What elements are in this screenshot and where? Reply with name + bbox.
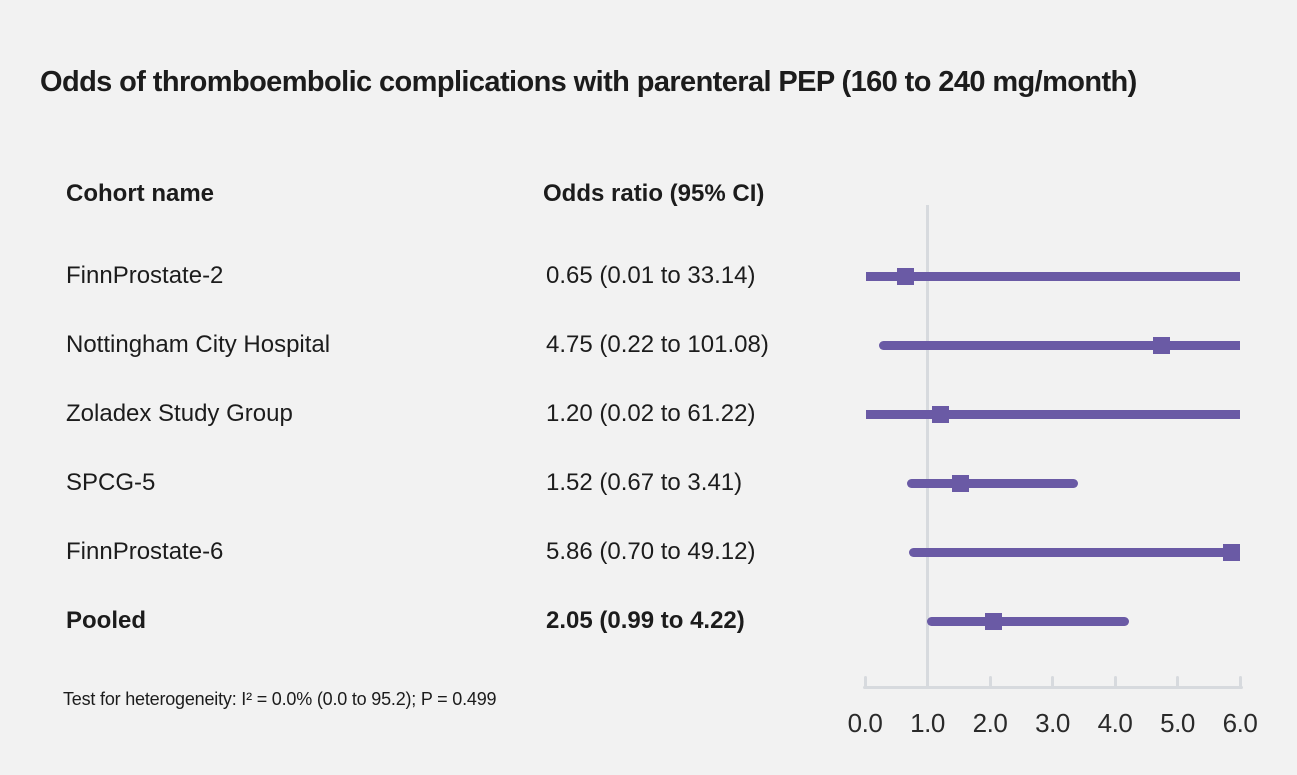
cohort-label: Pooled <box>66 607 147 634</box>
odds-ratio-marker <box>1153 336 1171 354</box>
confidence-interval-line <box>906 478 1079 488</box>
heterogeneity-footnote: Test for heterogeneity: I² = 0.0% (0.0 t… <box>63 689 497 709</box>
column-header-cohort: Cohort name <box>66 180 215 207</box>
odds-ratio-marker <box>897 267 915 285</box>
odds-ratio-value: 5.86 (0.70 to 49.12) <box>546 538 756 565</box>
odds-ratio-value: 0.65 (0.01 to 33.14) <box>546 262 756 289</box>
cohort-label: FinnProstate-2 <box>66 262 224 289</box>
confidence-interval-line <box>878 340 1241 350</box>
x-axis-tick-label: 4.0 <box>1097 708 1133 738</box>
odds-ratio-value: 2.05 (0.99 to 4.22) <box>546 607 745 634</box>
x-axis-tick <box>1238 676 1242 687</box>
cohort-label: SPCG-5 <box>66 469 156 496</box>
cohort-label: FinnProstate-6 <box>66 538 224 565</box>
confidence-interval-line <box>908 547 1241 557</box>
odds-ratio-marker <box>1222 543 1240 561</box>
confidence-interval-line <box>926 616 1129 626</box>
odds-ratio-value: 1.52 (0.67 to 3.41) <box>546 469 743 496</box>
x-axis-tick <box>1113 676 1117 687</box>
x-axis-baseline <box>863 686 1243 689</box>
x-axis-tick-label: 1.0 <box>910 708 945 738</box>
column-header-odds-ratio: Odds ratio (95% CI) <box>543 180 765 207</box>
x-axis-tick <box>926 676 929 687</box>
x-axis-tick-label: 5.0 <box>1160 708 1195 738</box>
odds-ratio-marker <box>931 405 949 423</box>
x-axis-tick <box>863 676 867 687</box>
x-axis-tick-label: 3.0 <box>1035 708 1070 738</box>
confidence-interval-line <box>865 271 1240 281</box>
reference-line-at-1 <box>926 205 929 687</box>
chart-title: Odds of thromboembolic complications wit… <box>40 66 1137 98</box>
odds-ratio-marker <box>951 474 969 492</box>
odds-ratio-value: 4.75 (0.22 to 101.08) <box>546 331 769 358</box>
x-axis-tick-label: 2.0 <box>972 708 1008 738</box>
x-axis-tick-label: 0.0 <box>847 708 883 738</box>
x-axis-tick <box>988 676 992 687</box>
confidence-interval-line <box>866 409 1241 419</box>
x-axis-tick <box>1051 676 1054 687</box>
odds-ratio-value: 1.20 (0.02 to 61.22) <box>546 400 756 427</box>
odds-ratio-marker <box>984 612 1002 630</box>
cohort-label: Zoladex Study Group <box>66 400 293 427</box>
x-axis-tick <box>1176 676 1179 687</box>
cohort-label: Nottingham City Hospital <box>66 331 331 358</box>
x-axis-tick-label: 6.0 <box>1222 708 1258 738</box>
